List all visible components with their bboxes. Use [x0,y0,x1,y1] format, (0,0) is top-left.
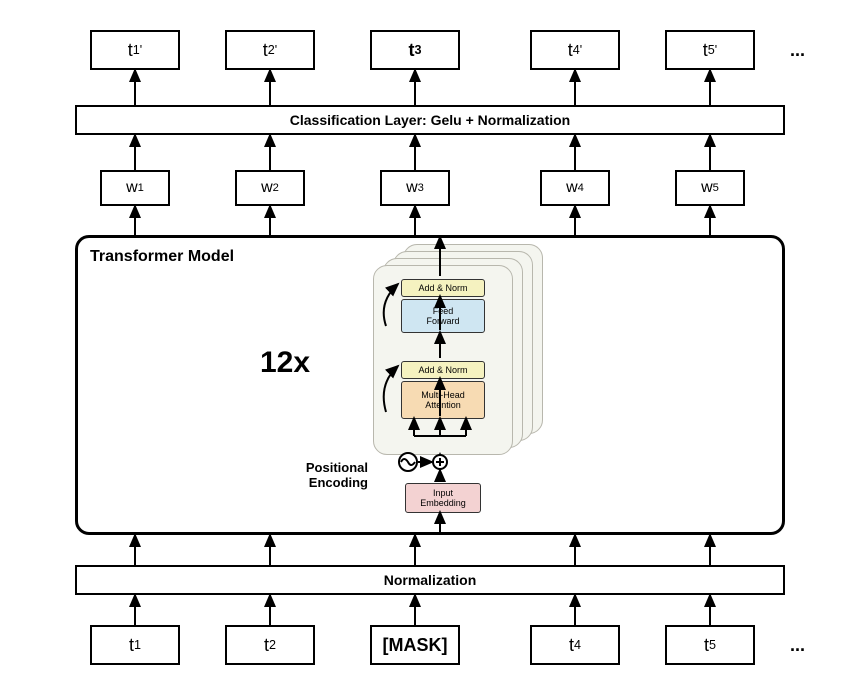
classification-layer-box: Classification Layer: Gelu + Normalizati… [75,105,785,135]
output-token-1: t2' [225,30,315,70]
output-token-2: t3 [370,30,460,70]
input-token-1: t2 [225,625,315,665]
ellipsis-bottom: ... [790,635,805,656]
transformer-panel-title: Transformer Model [90,248,234,266]
w-box-1: w2 [235,170,305,206]
w-box-4: w5 [675,170,745,206]
output-token-0: t1' [90,30,180,70]
normalization-layer-label: Normalization [384,572,477,588]
input-token-0: t1 [90,625,180,665]
w-box-3: w4 [540,170,610,206]
input-token-2: [MASK] [370,625,460,665]
layers-count-label: 12x [260,346,310,380]
positional-encoding-label: Positional Encoding [278,460,368,490]
normalization-layer-box: Normalization [75,565,785,595]
diagram-canvas: t1' t2' t3 t4' t5' ... Classification Layer:… [0,0,850,676]
feed-forward: FeedForward [401,299,485,333]
addnorm-2: Add & Norm [401,361,485,379]
output-token-3: t4' [530,30,620,70]
classification-layer-label: Classification Layer: Gelu + Normalizati… [290,112,570,128]
ellipsis-top: ... [790,40,805,61]
input-token-4: t5 [665,625,755,665]
w-box-0: w1 [100,170,170,206]
multi-head-attention: Multi-HeadAttention [401,381,485,419]
addnorm-1: Add & Norm [401,279,485,297]
input-embedding: InputEmbedding [405,483,481,513]
w-box-2: w3 [380,170,450,206]
output-token-4: t5' [665,30,755,70]
transformer-panel: Transformer Model 12x Add & Norm FeedForw… [75,235,785,535]
input-token-3: t4 [530,625,620,665]
